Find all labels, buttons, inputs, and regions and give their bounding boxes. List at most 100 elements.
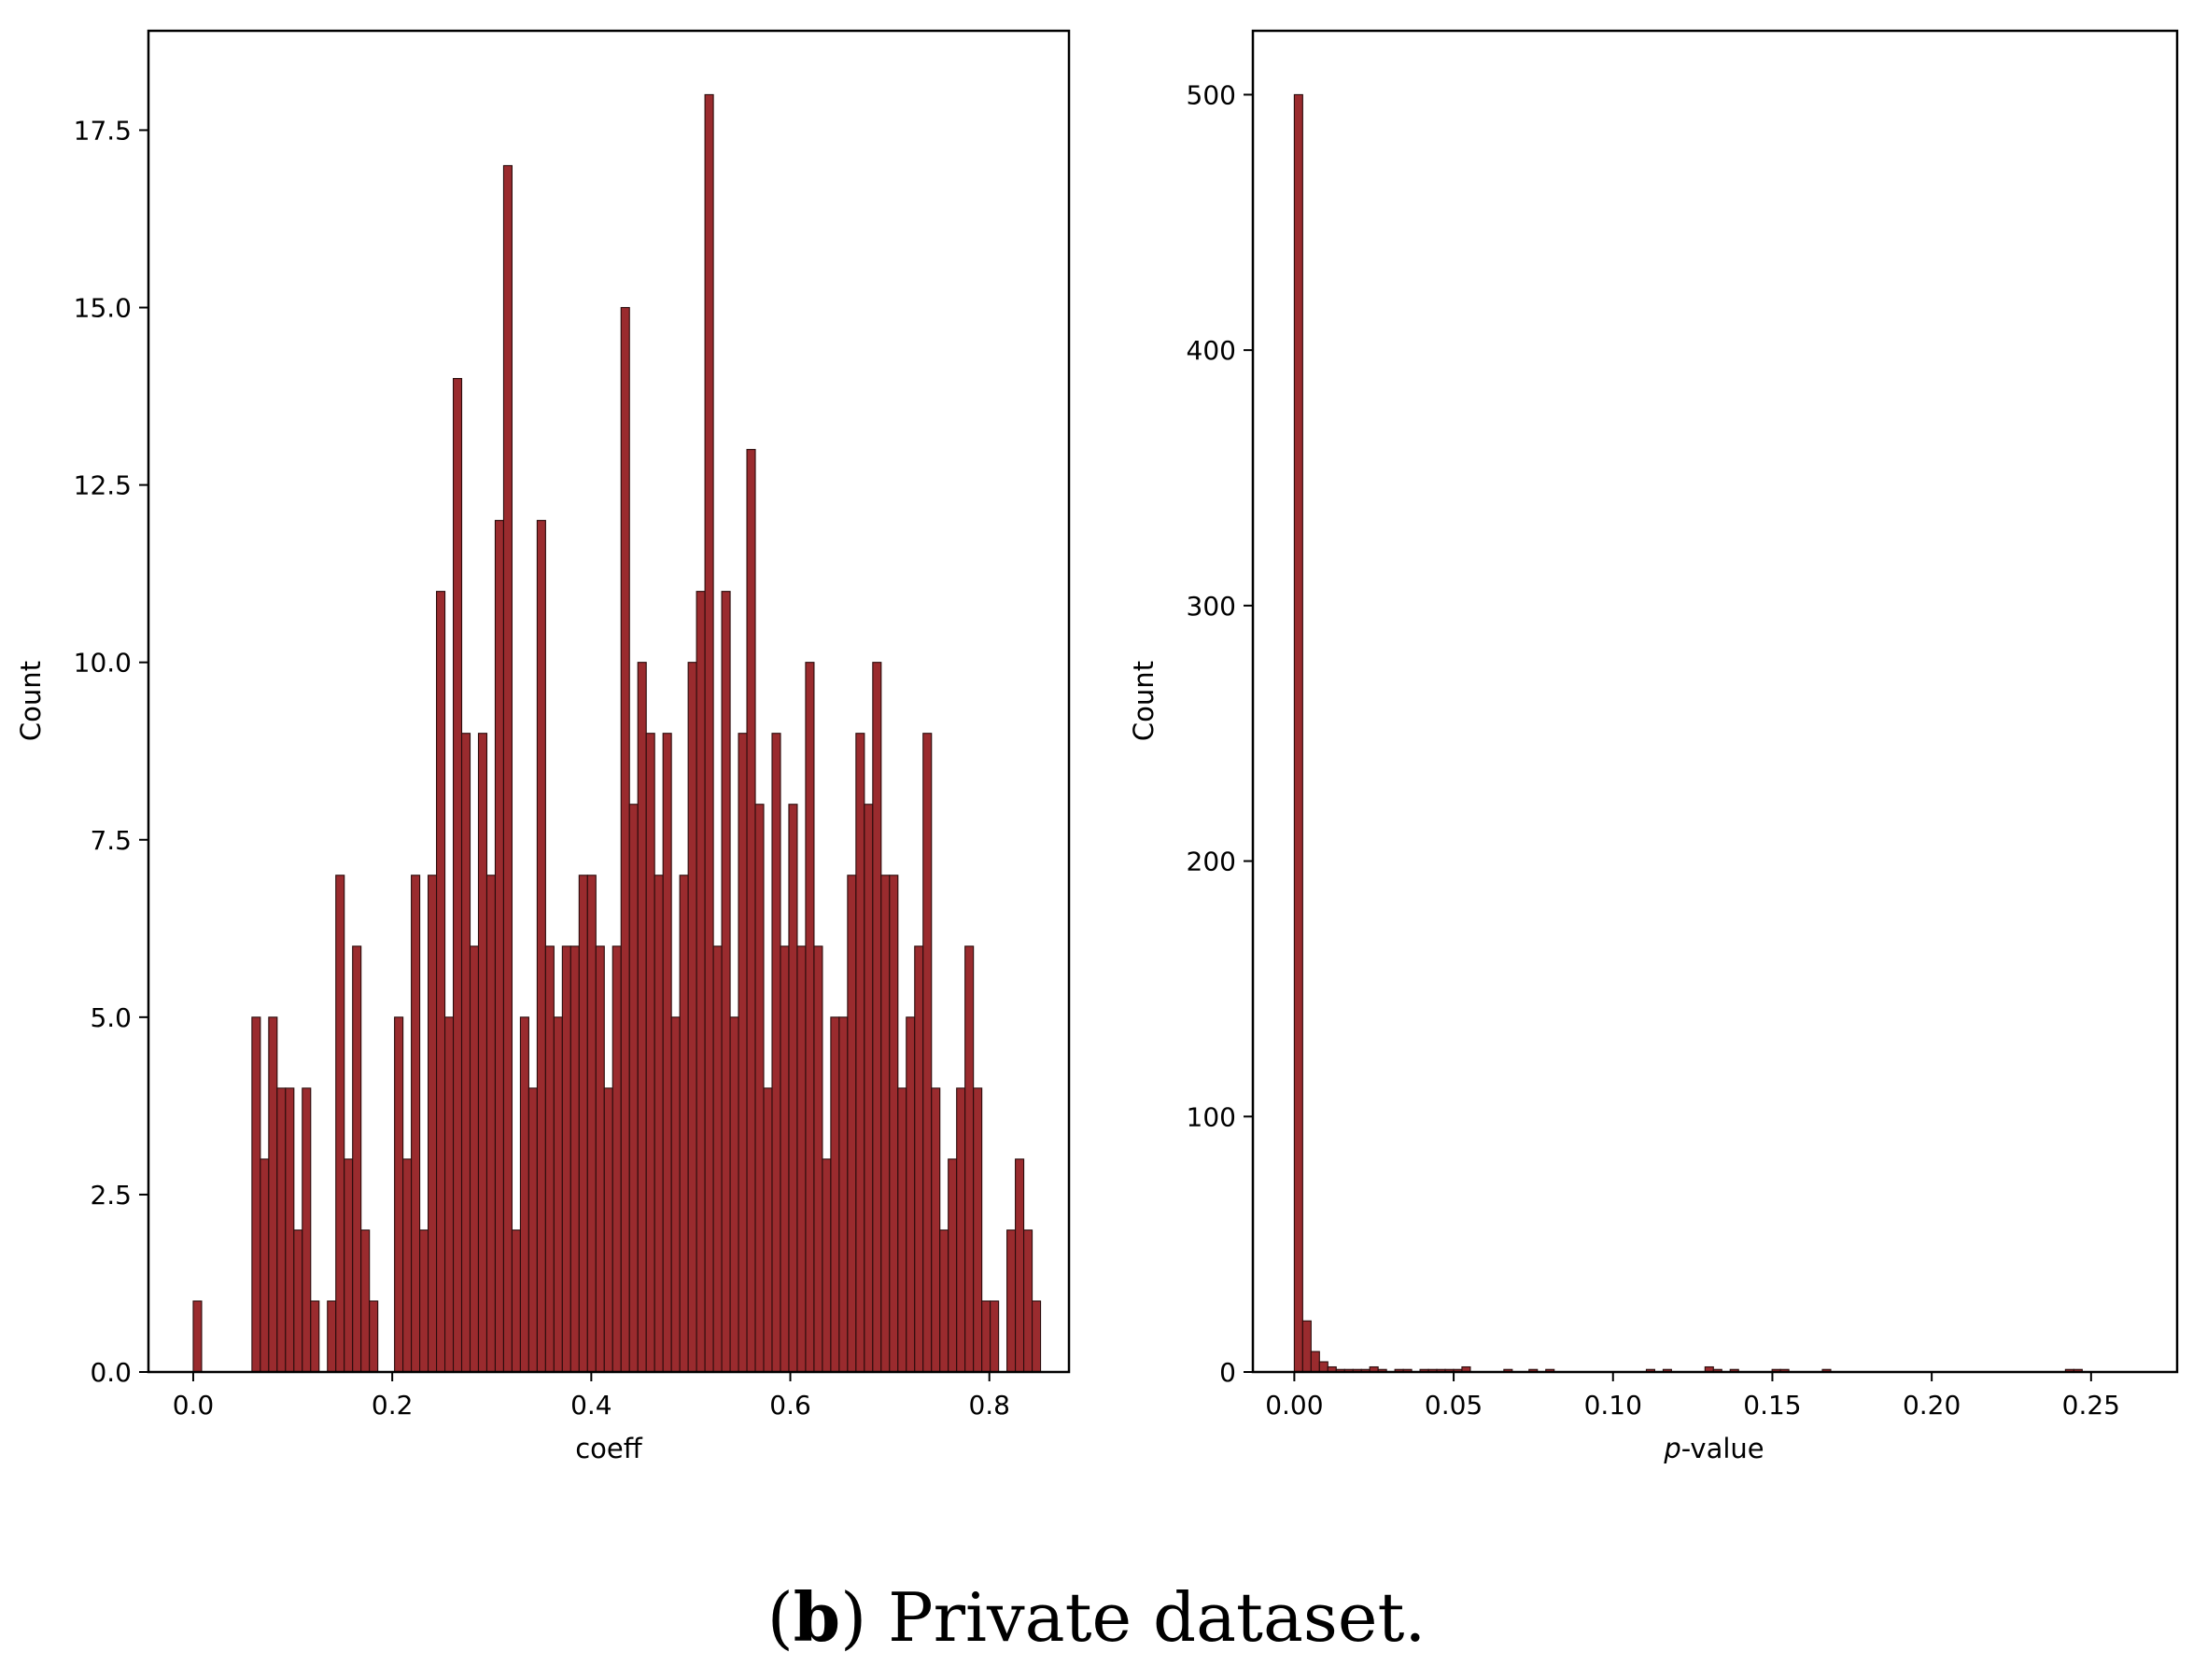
coeff-bar	[285, 1087, 295, 1373]
coeff-y-ticks: 0.0 2.5 5.0 7.5 10.0 12.5 15.0 17.5	[74, 115, 148, 1388]
p-value-bar	[1301, 1320, 1312, 1373]
coeff-y-tick-label: 0.0	[90, 1357, 132, 1388]
coeff-x-axis-label: coeff	[575, 1433, 643, 1464]
coeff-bar	[485, 875, 497, 1373]
coeff-y-axis-label: Count	[15, 661, 47, 741]
coeff-y-tick-label: 15.0	[74, 293, 132, 324]
coeff-bar	[822, 1158, 832, 1373]
coeff-y-tick-label: 17.5	[74, 115, 132, 146]
coeff-bar	[763, 1087, 773, 1373]
p-value-x-tick-label: 0.15	[1743, 1390, 1801, 1421]
coeff-y-tick-label: 10.0	[74, 648, 132, 679]
coeff-bar	[419, 1229, 429, 1373]
p-value-x-tick-label: 0.10	[1584, 1390, 1642, 1421]
coeff-bar	[519, 1016, 529, 1373]
coeff-bar	[847, 875, 857, 1373]
p-value-x-tick-label: 0.20	[1903, 1390, 1961, 1421]
coeff-bar	[939, 1229, 949, 1373]
coeff-x-ticks: 0.0 0.2 0.4 0.6 0.8	[173, 1372, 1010, 1421]
coeff-bar	[696, 591, 706, 1373]
p-value-bar	[1293, 93, 1303, 1373]
coeff-bar	[553, 1016, 563, 1373]
coeff-bar	[578, 875, 588, 1373]
coeff-bar	[302, 1087, 312, 1373]
coeff-plot-frame	[147, 29, 1071, 1374]
coeff-bar	[897, 1087, 907, 1373]
p-value-y-tick-label: 0	[1219, 1357, 1236, 1388]
coeff-bar	[260, 1158, 270, 1373]
coeff-bar	[721, 591, 731, 1373]
coeff-bar	[360, 1229, 371, 1373]
coeff-bar	[838, 1016, 849, 1373]
coeff-bar	[293, 1229, 303, 1373]
coeff-x-tick-label: 0.8	[968, 1390, 1010, 1421]
coeff-bar	[922, 733, 933, 1373]
p-value-x-axis-label: p-value	[1663, 1433, 1764, 1464]
p-value-x-tick-label: 0.05	[1425, 1390, 1483, 1421]
coeff-bar	[687, 662, 697, 1373]
coeff-bar	[192, 1300, 203, 1373]
p-value-x-axis-label-italic: p	[1663, 1433, 1680, 1464]
coeff-bar	[569, 945, 580, 1373]
coeff-bar	[712, 945, 723, 1373]
coeff-bar	[460, 733, 471, 1373]
coeff-bar	[1006, 1229, 1017, 1373]
coeff-bar	[369, 1300, 379, 1373]
coeff-bar	[855, 733, 865, 1373]
coeff-bar	[586, 875, 597, 1373]
coeff-histogram-bars	[192, 93, 1042, 1373]
coeff-bar	[612, 945, 622, 1373]
p-value-histogram-bars	[1293, 93, 2083, 1373]
coeff-bar	[502, 164, 513, 1373]
coeff-bar	[436, 591, 446, 1373]
coeff-bar	[729, 1016, 739, 1373]
p-value-bar	[1318, 1361, 1328, 1373]
coeff-bar	[428, 875, 438, 1373]
p-value-y-tick-label: 300	[1187, 591, 1236, 622]
coeff-bar	[1023, 1229, 1033, 1373]
coeff-bar	[276, 1087, 287, 1373]
coeff-bar	[889, 875, 899, 1373]
coeff-bar	[536, 520, 546, 1373]
coeff-bar	[788, 804, 798, 1373]
coeff-bar	[670, 1016, 681, 1373]
coeff-bar	[352, 945, 362, 1373]
coeff-bar	[880, 875, 891, 1373]
coeff-x-tick-label: 0.0	[173, 1390, 215, 1421]
coeff-bar	[805, 662, 815, 1373]
p-value-bar	[1310, 1351, 1320, 1373]
coeff-bar	[344, 1158, 354, 1373]
coeff-bar	[872, 662, 882, 1373]
coeff-bar	[754, 804, 765, 1373]
p-value-y-tick-label: 500	[1187, 79, 1236, 110]
coeff-bar	[527, 1087, 538, 1373]
caption-text: ) Private dataset.	[840, 1578, 1427, 1657]
coeff-bar	[914, 945, 924, 1373]
coeff-bar	[973, 1087, 983, 1373]
figure-caption: (b) Private dataset.	[0, 1577, 2193, 1657]
coeff-bar	[654, 875, 664, 1373]
coeff-bar	[402, 1158, 413, 1373]
coeff-bar	[906, 1016, 916, 1373]
coeff-bar	[251, 1016, 261, 1373]
coeff-bar	[268, 1016, 278, 1373]
p-value-x-tick-label: 0.25	[2062, 1390, 2120, 1421]
coeff-bar	[327, 1300, 337, 1373]
coeff-bar	[620, 306, 630, 1373]
coeff-y-tick-label: 7.5	[90, 825, 132, 856]
coeff-bar	[746, 449, 756, 1373]
coeff-bar	[964, 945, 975, 1373]
coeff-bar	[477, 733, 488, 1373]
coeff-bar	[956, 1087, 966, 1373]
coeff-bar	[452, 378, 463, 1373]
p-value-y-tick-label: 400	[1187, 335, 1236, 366]
p-value-y-tick-label: 100	[1187, 1101, 1236, 1132]
coeff-y-tick-label: 2.5	[90, 1180, 132, 1211]
coeff-x-tick-label: 0.2	[372, 1390, 414, 1421]
coeff-bar	[738, 733, 748, 1373]
coeff-bar	[662, 733, 672, 1373]
coeff-bar	[931, 1087, 941, 1373]
coeff-bar	[335, 875, 345, 1373]
coeff-y-tick-label: 12.5	[74, 470, 132, 501]
